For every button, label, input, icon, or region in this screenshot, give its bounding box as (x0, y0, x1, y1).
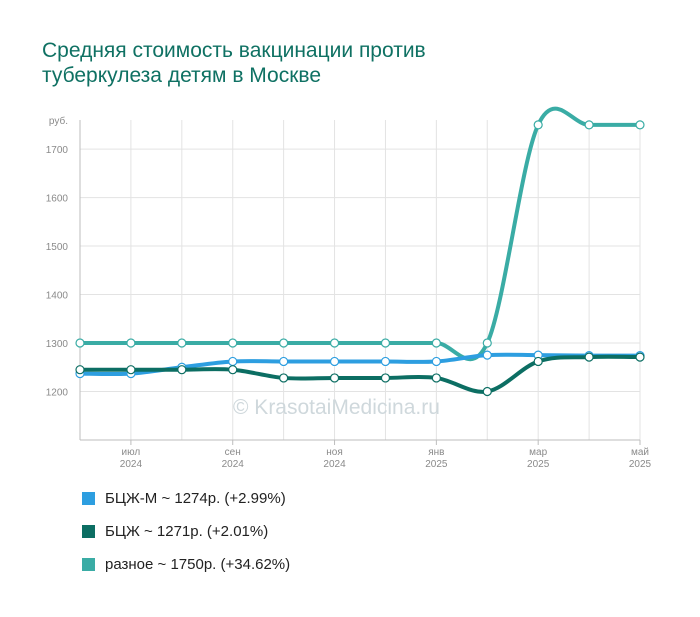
series-point-2 (228, 365, 238, 375)
series-point-1 (228, 356, 238, 367)
series-point-2 (126, 365, 136, 375)
x-tick-label-year: 2024 (323, 459, 346, 470)
series-point-0 (329, 338, 340, 348)
series-point-1 (329, 356, 340, 367)
legend-item-bcg-m[interactable]: БЦЖ-М ~ 1274р. (+2.99%) (82, 488, 290, 508)
legend-label-bcg-m: БЦЖ-М ~ 1274р. (+2.99%) (105, 489, 286, 507)
series-point-2 (431, 373, 441, 383)
series-point-0 (177, 338, 187, 348)
series-point-0 (75, 338, 85, 348)
series-point-0 (533, 120, 543, 130)
x-tick-label-month: янв (428, 447, 444, 458)
legend-item-other[interactable]: разное ~ 1750р. (+34.62%) (82, 554, 290, 574)
series-point-0 (228, 338, 238, 348)
x-tick-label-year: 2025 (527, 459, 550, 470)
series-point-2 (533, 356, 543, 367)
series-point-0 (431, 338, 441, 348)
series-point-2 (584, 352, 594, 362)
series-point-2 (329, 373, 340, 383)
y-tick-label: 1400 (46, 291, 69, 302)
series-point-1 (431, 356, 441, 367)
chart-title-line-2: туберкулеза детям в Москве (42, 64, 321, 87)
x-tick-label-month: мар (529, 447, 547, 458)
series-point-0 (380, 338, 391, 348)
y-tick-label: 1300 (46, 339, 69, 350)
series-point-2 (380, 373, 391, 383)
x-tick-label-year: 2024 (120, 459, 143, 470)
x-tick-label-month: июл (122, 447, 141, 458)
watermark: © KrasotaiMedicina.ru (233, 396, 440, 419)
legend-swatch-other (82, 557, 95, 571)
chart-grid (80, 120, 641, 440)
y-tick-label: 1700 (46, 145, 69, 156)
legend-label-other: разное ~ 1750р. (+34.62%) (105, 555, 291, 573)
series-point-2 (75, 365, 85, 375)
series-line-0 (78, 106, 642, 362)
series-point-1 (482, 350, 492, 360)
series-point-1 (279, 356, 289, 367)
chart-axes: 120013001400150016001700руб.июл2024сен20… (46, 115, 652, 470)
series-point-0 (584, 120, 594, 130)
y-tick-label: 1600 (46, 194, 69, 205)
series-point-0 (482, 338, 492, 348)
series-point-1 (380, 356, 391, 367)
series-point-2 (177, 365, 187, 375)
x-tick-label-year: 2025 (629, 459, 652, 470)
chart-title: Средняя стоимость вакцинации против тубе… (42, 38, 642, 88)
series-point-0 (126, 338, 136, 348)
series-point-0 (635, 120, 645, 130)
legend-item-bcg[interactable]: БЦЖ ~ 1271р. (+2.01%) (82, 521, 290, 541)
y-tick-label: 1500 (46, 242, 69, 253)
chart-series (75, 106, 645, 397)
series-point-2 (635, 352, 645, 362)
chart-title-line-1: Средняя стоимость вакцинации против (42, 39, 426, 62)
legend-swatch-bcg-m (82, 491, 95, 505)
x-tick-label-year: 2025 (425, 459, 448, 470)
y-tick-label: 1200 (46, 388, 69, 399)
x-tick-label-year: 2024 (222, 459, 245, 470)
series-point-2 (279, 373, 289, 383)
series-point-2 (482, 386, 492, 397)
legend-swatch-bcg (82, 524, 95, 538)
series-point-0 (279, 338, 289, 348)
x-tick-label-month: май (631, 447, 649, 458)
x-tick-label-month: ноя (326, 447, 343, 458)
chart-legend: БЦЖ-М ~ 1274р. (+2.99%) БЦЖ ~ 1271р. (+2… (82, 488, 290, 587)
legend-label-bcg: БЦЖ ~ 1271р. (+2.01%) (105, 522, 269, 540)
x-tick-label-month: сен (225, 447, 241, 458)
y-unit-label: руб. (49, 115, 68, 127)
